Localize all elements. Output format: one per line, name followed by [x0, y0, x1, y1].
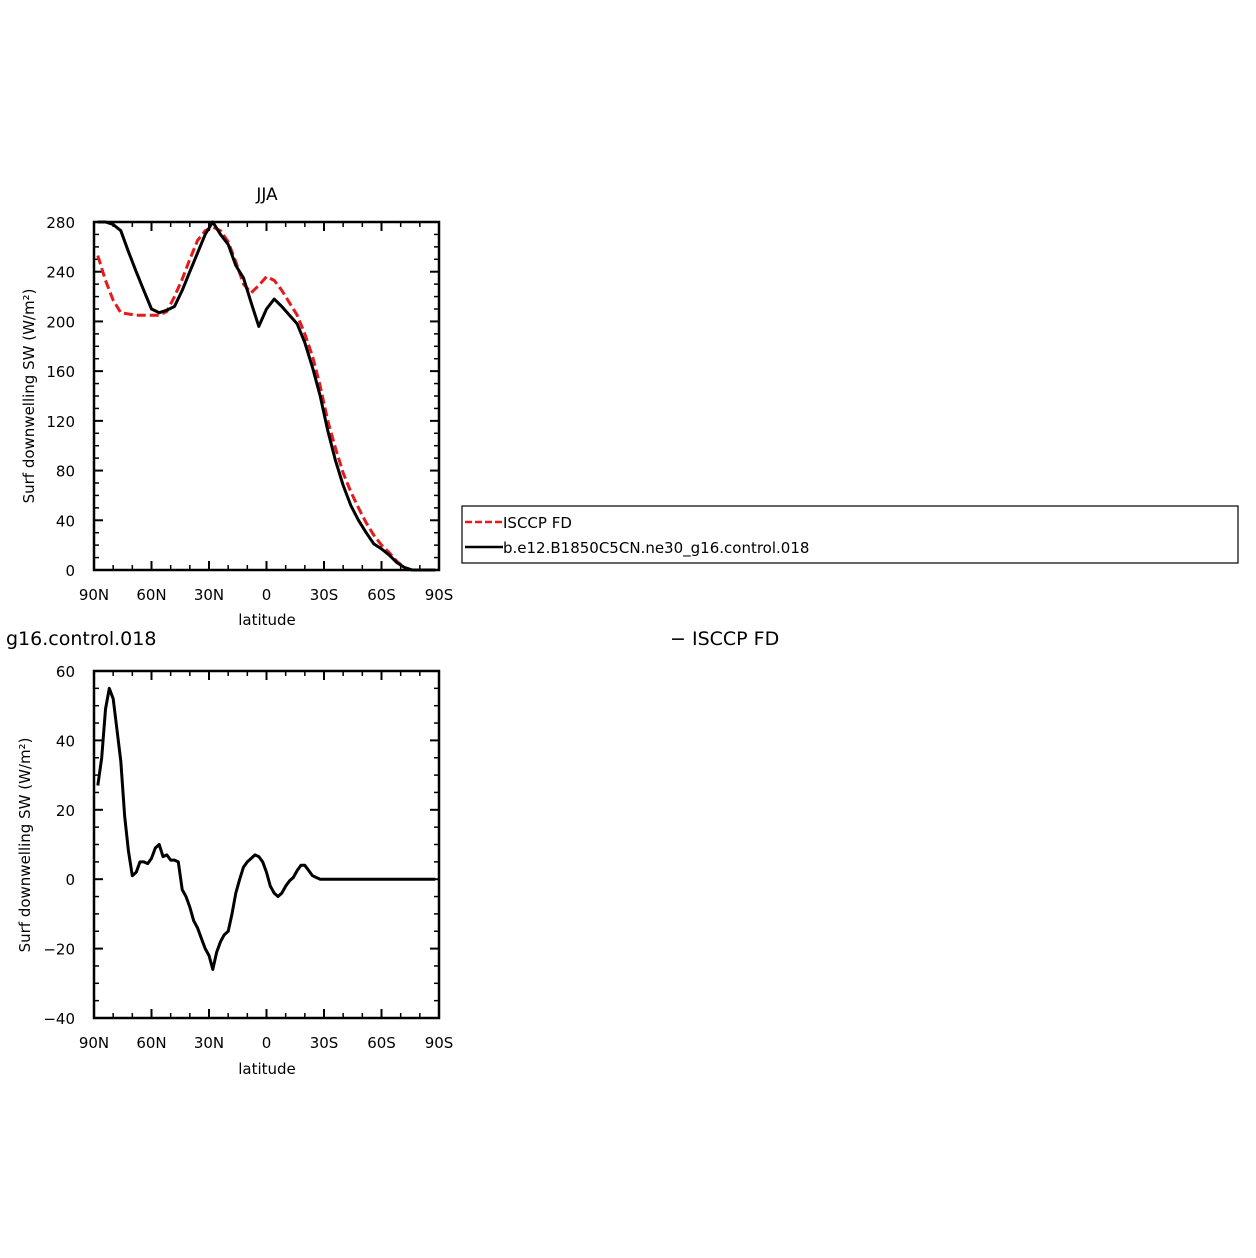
bottom-panel-series — [96, 686, 436, 971]
x-tick-label: 90S — [425, 586, 454, 604]
x-tick-label: 90S — [425, 1034, 454, 1052]
top-series-line-1 — [97, 220, 436, 572]
y-tick-label: 120 — [46, 413, 75, 431]
bottom-panel-subtitle: − ISCCP FD — [670, 628, 779, 650]
x-tick-label: 30S — [310, 1034, 339, 1052]
y-tick-label: 200 — [46, 313, 75, 331]
legend-label-model: b.e12.B1850C5CN.ne30_g16.control.018 — [503, 539, 809, 558]
x-tick-label: 60N — [136, 586, 166, 604]
x-tick-label: 60S — [367, 586, 396, 604]
legend: ISCCP FD b.e12.B1850C5CN.ne30_g16.contro… — [461, 505, 1239, 564]
y-tick-label: 0 — [65, 562, 75, 580]
top-panel-frame — [92, 220, 441, 572]
bottom-panel-xlabel: latitude — [238, 1060, 296, 1078]
y-tick-label: 240 — [46, 264, 75, 282]
x-tick-label: 90N — [79, 1034, 109, 1052]
x-tick-label: 60N — [136, 1034, 166, 1052]
bottom-panel: g16.control.018 − ISCCP FD 90N 60N 30N 0 30S… — [6, 628, 779, 1078]
y-tick-label: 40 — [56, 512, 75, 530]
x-tick-label: 60S — [367, 1034, 396, 1052]
top-panel-ticks: 90N 60N 30N 0 30S 60S 90S 0 40 80 120 160 200 240 280 — [46, 214, 453, 604]
top-panel: JJA 90N 60N 30N 0 30S 60S 90S 0 40 80 120 160 200 240… — [20, 185, 453, 629]
y-tick-label: 40 — [56, 732, 75, 750]
top-panel-series — [96, 220, 436, 572]
bottom-panel-ylabel: Surf downwelling SW (W/m²) — [16, 738, 34, 953]
bottom-panel-frame — [92, 669, 441, 1020]
x-tick-label: 30N — [194, 586, 224, 604]
bottom-series-line-0 — [96, 686, 436, 971]
y-tick-label: 80 — [56, 463, 75, 481]
top-panel-ylabel: Surf downwelling SW (W/m²) — [20, 289, 38, 504]
top-series-line-0 — [96, 225, 436, 572]
x-tick-label: 90N — [79, 586, 109, 604]
legend-label-isccp: ISCCP FD — [503, 514, 572, 532]
x-tick-label: 30S — [310, 586, 339, 604]
top-panel-xlabel: latitude — [238, 611, 296, 629]
bottom-panel-title: g16.control.018 — [6, 628, 156, 650]
y-tick-label: 20 — [56, 802, 75, 820]
x-tick-label: 0 — [262, 1034, 272, 1052]
y-tick-label: 0 — [65, 871, 75, 889]
x-tick-label: 0 — [262, 586, 272, 604]
y-tick-label: 280 — [46, 214, 75, 232]
y-tick-label: −40 — [43, 1010, 75, 1028]
legend-box — [461, 505, 1239, 564]
top-panel-title: JJA — [255, 185, 278, 205]
y-tick-label: −20 — [43, 941, 75, 959]
y-tick-label: 60 — [56, 663, 75, 681]
x-tick-label: 30N — [194, 1034, 224, 1052]
y-tick-label: 160 — [46, 363, 75, 381]
